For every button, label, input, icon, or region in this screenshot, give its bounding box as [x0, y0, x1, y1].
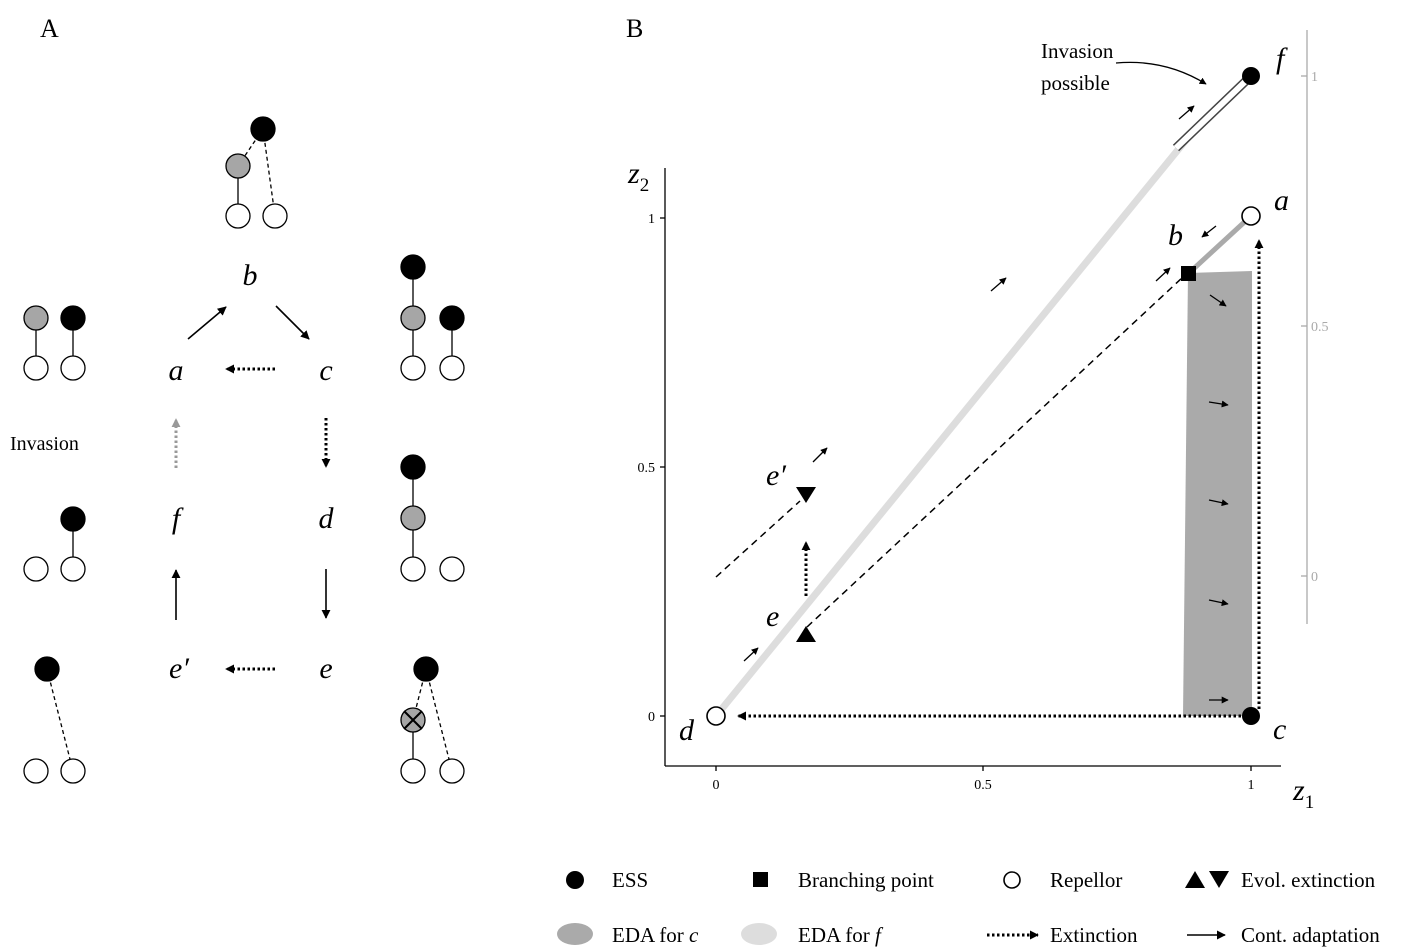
- branching-marker-b: [1181, 266, 1196, 281]
- arrow-b-to-c: [276, 306, 309, 339]
- legend-extinction: Extinction: [1050, 923, 1138, 947]
- adapt-arrow-to-b: [1156, 268, 1170, 281]
- x-tick-label-0: 0: [713, 778, 720, 793]
- state-a: a: [169, 354, 184, 387]
- point-label-b: b: [1168, 219, 1183, 252]
- panel-b: B 1 0.5 0 0 0.5 1 z2: [626, 14, 1329, 813]
- legend-branching-icon: [753, 872, 768, 887]
- ess-marker-f: [1242, 67, 1260, 85]
- dashed-to-e-prime: [716, 501, 800, 577]
- state-f: f: [172, 502, 184, 535]
- legend-branching: Branching point: [798, 868, 934, 892]
- invasion-note-line2: possible: [1041, 71, 1110, 95]
- state-d: d: [319, 502, 335, 535]
- repellor-marker-d: [707, 707, 725, 725]
- adapt-arrow-e-prime: [813, 448, 827, 462]
- state-b: b: [243, 259, 258, 292]
- invasion-note-arrow: [1116, 62, 1206, 84]
- state-e-prime: e′: [169, 652, 189, 685]
- legend-eda-c-icon: [557, 923, 593, 945]
- panel-b-label: B: [626, 14, 643, 43]
- invasion-note-line1: Invasion: [1041, 39, 1114, 63]
- legend-eda-f: EDA for f: [798, 923, 884, 947]
- legend-extinction-up-icon: [1185, 871, 1205, 888]
- ess-marker-c: [1242, 707, 1260, 725]
- legend-cont-adaptation: Cont. adaptation: [1241, 923, 1380, 947]
- foodweb-icon-b: [226, 117, 287, 228]
- legend-eda-c: EDA for c: [612, 923, 699, 947]
- evol-extinction-marker-e-prime: [796, 487, 816, 503]
- y-tick-label-0: 0: [648, 710, 655, 725]
- foodweb-icon-f: [24, 507, 85, 581]
- dashed-b-to-e: [807, 277, 1183, 627]
- legend-ess: ESS: [612, 868, 648, 892]
- invasion-label: Invasion: [10, 433, 79, 455]
- point-label-e: e: [766, 600, 779, 633]
- right-tick-label-0-5: 0.5: [1311, 320, 1329, 335]
- legend-eda-f-icon: [741, 923, 777, 945]
- arrow-a-to-b: [188, 307, 226, 339]
- evol-extinction-marker-e: [796, 626, 816, 642]
- foodweb-icon-e-prime: [24, 657, 85, 783]
- b-to-a-line: [1189, 216, 1251, 273]
- eda-f-band: [716, 140, 1186, 716]
- x-tick-label-1: 1: [1248, 778, 1255, 793]
- y-tick-label-1: 1: [648, 212, 655, 227]
- legend-ess-icon: [566, 871, 584, 889]
- x-tick-label-0-5: 0.5: [974, 778, 992, 793]
- adapt-arrow-f: [1179, 106, 1194, 119]
- y-tick-label-0-5: 0.5: [638, 461, 656, 476]
- foodweb-icon-c: [401, 255, 464, 380]
- adapt-arrow-f-band: [991, 278, 1006, 291]
- right-tick-label-1: 1: [1311, 70, 1318, 85]
- foodweb-icon-d: [401, 455, 464, 581]
- point-label-e-prime: e′: [766, 459, 786, 492]
- legend-evol-extinction: Evol. extinction: [1241, 868, 1376, 892]
- legend-repellor: Repellor: [1050, 868, 1122, 892]
- point-label-c: c: [1273, 713, 1286, 746]
- state-e: e: [319, 652, 332, 685]
- right-tick-label-0: 0: [1311, 570, 1318, 585]
- point-label-a: a: [1274, 184, 1289, 217]
- foodweb-icon-a: [24, 306, 85, 380]
- legend: ESS Branching point Repellor Evol. extin…: [557, 868, 1380, 947]
- eda-c-region: [1183, 271, 1252, 716]
- state-c: c: [319, 354, 332, 387]
- point-label-f: f: [1276, 42, 1288, 75]
- foodweb-icon-e: [401, 657, 464, 783]
- legend-repellor-icon: [1004, 872, 1020, 888]
- panel-a-label: A: [40, 14, 59, 43]
- repellor-marker-a: [1242, 207, 1260, 225]
- x-axis-title: z1: [1292, 774, 1314, 813]
- point-label-d: d: [679, 714, 695, 747]
- legend-extinction-down-icon: [1209, 871, 1229, 888]
- adapt-arrow-e: [744, 648, 758, 661]
- y-axis-title: z2: [627, 157, 649, 196]
- panel-a: A: [10, 14, 464, 783]
- adapt-arrow-a-to-b: [1202, 226, 1216, 237]
